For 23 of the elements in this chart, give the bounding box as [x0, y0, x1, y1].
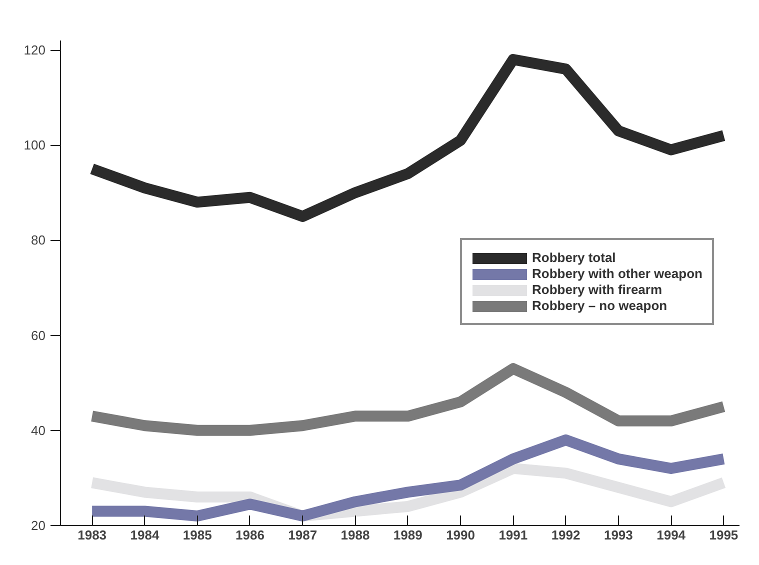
x-tick-label: 1985	[182, 528, 212, 542]
x-tick-label: 1995	[709, 528, 738, 542]
x-tick-label: 1983	[78, 528, 107, 542]
x-tick-label: 1989	[393, 528, 422, 542]
x-tick-label: 1991	[498, 528, 528, 542]
legend-label: Robbery – no weapon	[532, 298, 668, 313]
legend-label: Robbery with other weapon	[532, 266, 702, 281]
x-tick-label: 1984	[130, 528, 160, 542]
y-tick-label: 40	[31, 422, 46, 438]
x-tick-label: 1988	[340, 528, 370, 542]
y-tick-label: 120	[24, 42, 46, 58]
legend-label: Robbery total	[532, 250, 616, 265]
y-tick-label: 20	[31, 518, 46, 533]
x-tick-label: 1986	[236, 528, 264, 542]
y-tick-label: 60	[31, 328, 46, 343]
y-tick-label: 80	[31, 232, 46, 248]
x-tick-label: 1993	[604, 528, 633, 542]
x-tick-label: 1987	[288, 528, 318, 542]
x-tick-label: 1990	[446, 528, 475, 542]
legend-label: Robbery with firearm	[532, 282, 662, 297]
x-tick-label: 1992	[551, 528, 580, 542]
y-tick-label: 100	[24, 138, 46, 153]
x-tick-label: 1994	[656, 528, 686, 542]
